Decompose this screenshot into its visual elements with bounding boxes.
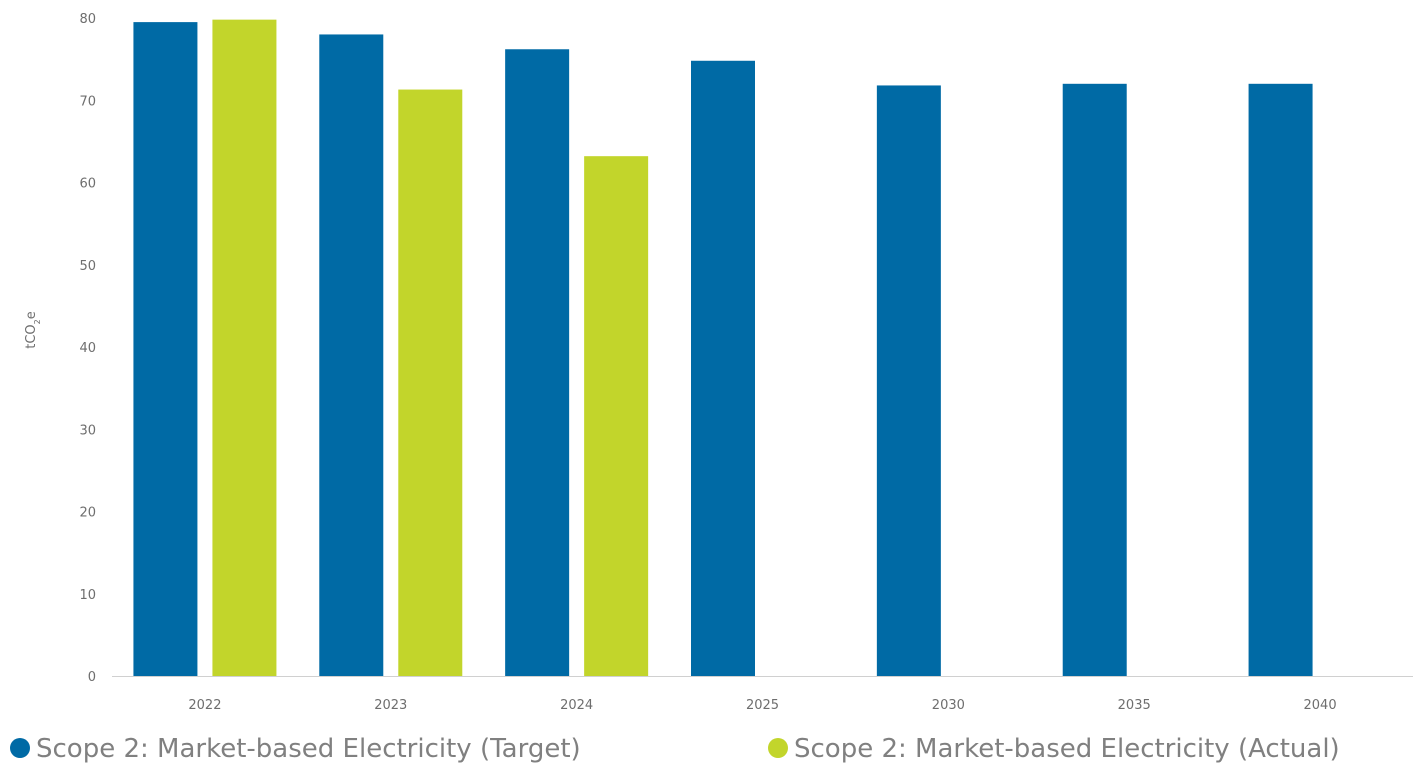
- y-tick-label: 30: [79, 423, 96, 438]
- y-tick-label: 0: [88, 670, 96, 685]
- bar-target-2022: [133, 22, 198, 677]
- bar-actual-2024: [584, 156, 649, 676]
- legend-label: Scope 2: Market-based Electricity (Actua…: [794, 734, 1340, 764]
- y-tick-label: 10: [79, 588, 96, 603]
- legend-item: Scope 2: Market-based Electricity (Actua…: [768, 734, 1340, 764]
- legend: Scope 2: Market-based Electricity (Targe…: [10, 734, 1340, 764]
- x-axis-ticks: 2022 2023 2024 2025 2030 2035 2040: [188, 698, 1336, 713]
- x-tick-label: 2030: [932, 698, 965, 713]
- bar-target-2030: [876, 85, 941, 676]
- y-tick-label: 20: [79, 506, 96, 521]
- x-tick-label: 2024: [560, 698, 593, 713]
- x-tick-label: 2022: [188, 698, 221, 713]
- y-tick-label: 80: [79, 12, 96, 27]
- bar-target-2035: [1062, 83, 1127, 677]
- legend-marker: [768, 738, 788, 758]
- y-tick-label: 50: [79, 259, 96, 274]
- legend-marker: [10, 738, 30, 758]
- x-tick-label: 2023: [374, 698, 407, 713]
- x-tick-label: 2035: [1118, 698, 1151, 713]
- y-tick-label: 70: [79, 94, 96, 109]
- y-axis-label: tCO2e: [24, 311, 42, 349]
- bar-actual-2022: [212, 19, 277, 676]
- x-tick-label: 2025: [746, 698, 779, 713]
- bar-target-2023: [319, 34, 384, 676]
- bar-actual-2023: [398, 89, 463, 677]
- y-tick-label: 40: [79, 341, 96, 356]
- y-axis-title: tCO2e: [24, 311, 42, 349]
- bar-target-2024: [505, 49, 570, 676]
- legend-item: Scope 2: Market-based Electricity (Targe…: [10, 734, 581, 764]
- legend-label: Scope 2: Market-based Electricity (Targe…: [36, 734, 581, 764]
- bar-target-2025: [691, 60, 755, 676]
- y-axis-ticks: 0 10 20 30 40 50 60 70 80: [79, 12, 96, 685]
- x-tick-label: 2040: [1304, 698, 1337, 713]
- y-tick-label: 60: [79, 177, 96, 192]
- bars: [133, 19, 1313, 677]
- bar-target-2040: [1248, 83, 1313, 677]
